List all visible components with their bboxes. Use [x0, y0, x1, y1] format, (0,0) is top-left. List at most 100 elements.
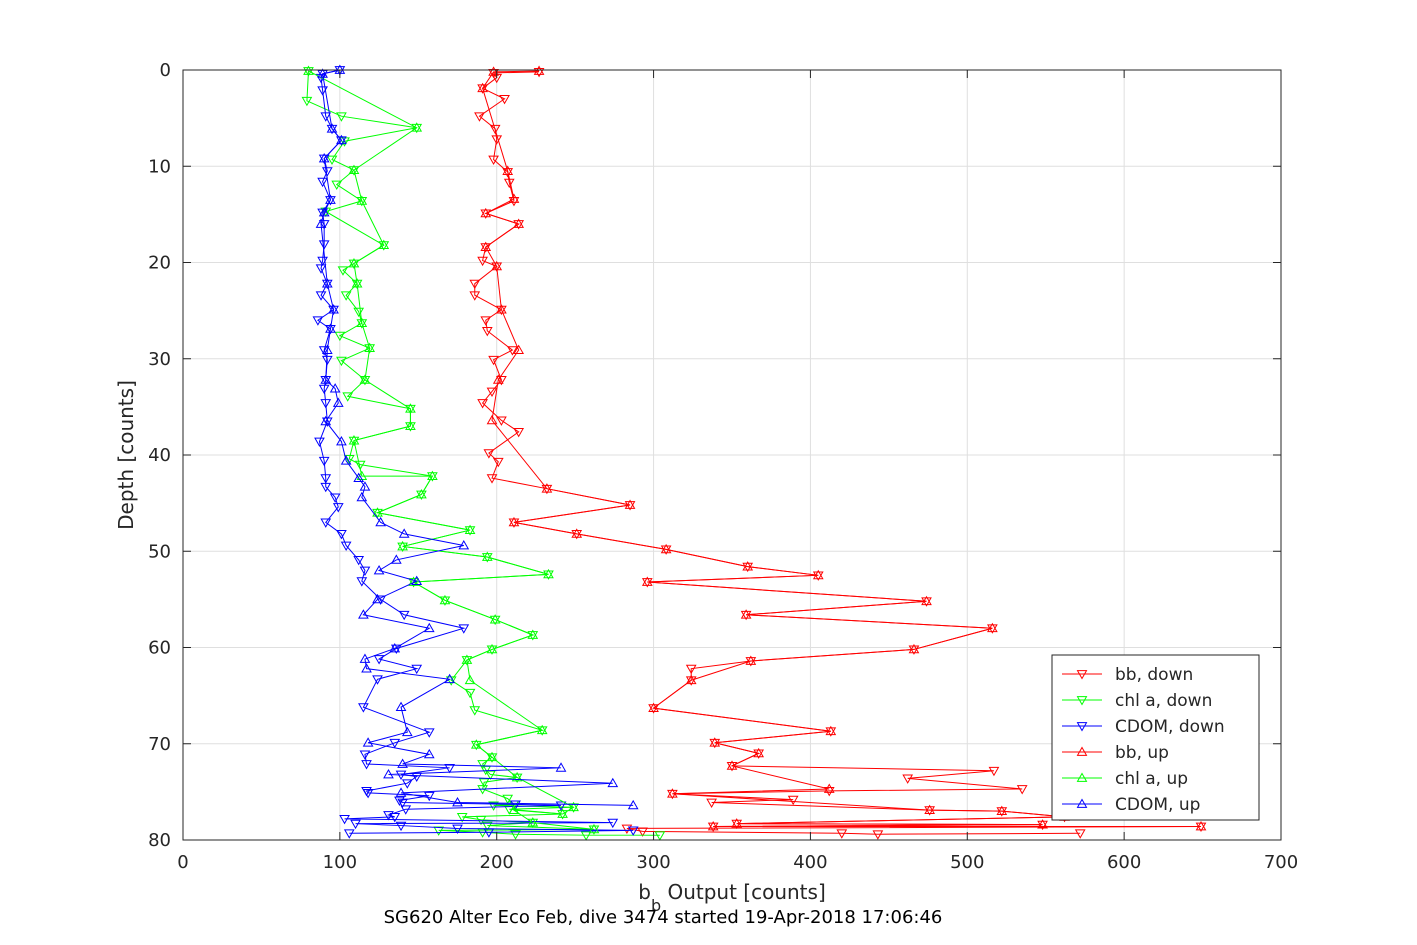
data-point	[329, 383, 341, 393]
data-point	[332, 397, 344, 407]
data-point	[557, 810, 568, 820]
series-line-bb-up	[482, 70, 1202, 828]
data-point	[709, 737, 721, 747]
data-point	[318, 153, 330, 163]
data-point	[364, 344, 376, 354]
data-point	[742, 561, 754, 571]
data-point	[359, 750, 371, 760]
data-point	[477, 84, 488, 94]
data-point	[486, 414, 498, 425]
data-point	[499, 95, 510, 105]
data-point	[423, 748, 435, 759]
data-point	[390, 554, 402, 564]
data-point	[411, 575, 423, 585]
data-point	[328, 305, 339, 316]
data-point	[336, 136, 347, 146]
data-point	[397, 758, 408, 768]
series-line-cdom-up	[320, 69, 634, 806]
data-point	[486, 753, 498, 763]
data-point	[480, 207, 492, 218]
data-point	[667, 788, 678, 798]
data-point	[337, 266, 349, 276]
data-point	[474, 112, 485, 122]
data-point	[405, 420, 416, 430]
data-point	[318, 346, 330, 356]
data-point	[343, 454, 355, 465]
data-point	[825, 725, 837, 736]
data-point	[902, 774, 914, 784]
data-point	[373, 655, 385, 665]
legend-label: chl a, down	[1115, 691, 1212, 711]
data-point	[372, 675, 383, 685]
series-cdom-up	[315, 64, 639, 810]
data-point	[461, 654, 473, 664]
data-point	[351, 279, 363, 290]
data-point	[685, 674, 697, 685]
data-point	[496, 304, 507, 314]
data-point	[491, 260, 503, 271]
data-point	[326, 155, 338, 166]
data-point	[536, 724, 548, 735]
data-point	[339, 814, 350, 825]
data-point	[555, 801, 567, 811]
data-point	[411, 664, 423, 675]
data-point	[502, 168, 514, 178]
data-point	[359, 566, 371, 577]
data-point	[444, 763, 456, 774]
x-tick-label: 600	[1107, 852, 1141, 873]
y-tick-label: 50	[148, 541, 171, 562]
data-point	[486, 474, 498, 484]
x-axis-label-main: b	[638, 880, 651, 904]
data-point	[348, 435, 360, 445]
data-point	[1037, 819, 1048, 829]
data-point	[627, 799, 639, 810]
data-point	[740, 609, 752, 619]
data-point	[480, 316, 492, 326]
data-point	[464, 688, 476, 699]
data-point	[836, 829, 848, 839]
data-point	[607, 777, 619, 788]
legend-entry: bb, up	[1062, 743, 1169, 763]
data-point	[477, 256, 488, 267]
data-point	[823, 787, 835, 797]
x-axis-label: bb Output [counts]	[638, 880, 826, 915]
legend-marker	[1076, 772, 1088, 782]
data-point	[401, 779, 413, 789]
data-point	[481, 326, 493, 337]
data-point	[353, 472, 365, 482]
data-point	[312, 316, 324, 326]
series-layer	[301, 64, 1207, 841]
data-point	[318, 154, 330, 165]
data-point	[731, 819, 743, 830]
data-point	[356, 577, 368, 587]
y-tick-label: 20	[148, 253, 171, 274]
legend-marker	[1076, 746, 1088, 756]
data-point	[654, 831, 666, 841]
data-point	[325, 325, 336, 335]
data-point	[588, 823, 600, 834]
data-point	[401, 726, 413, 737]
data-point	[1195, 821, 1207, 831]
data-point	[356, 195, 368, 205]
legend-label: CDOM, up	[1115, 795, 1200, 815]
data-point	[416, 488, 427, 499]
data-point	[483, 449, 495, 459]
data-point	[395, 821, 407, 832]
legend-entry: chl a, up	[1062, 769, 1188, 789]
data-point	[373, 564, 385, 575]
data-point	[470, 740, 482, 751]
legend-label: bb, up	[1115, 743, 1169, 763]
data-point	[326, 123, 338, 133]
data-point	[423, 791, 435, 802]
data-point	[641, 576, 653, 586]
data-point	[533, 68, 545, 78]
data-point	[318, 206, 330, 217]
data-point	[621, 824, 633, 834]
data-point	[452, 796, 463, 807]
data-point	[1195, 822, 1207, 833]
data-point	[398, 528, 410, 538]
data-point	[405, 404, 416, 415]
data-point	[389, 813, 401, 823]
data-point	[486, 387, 498, 397]
